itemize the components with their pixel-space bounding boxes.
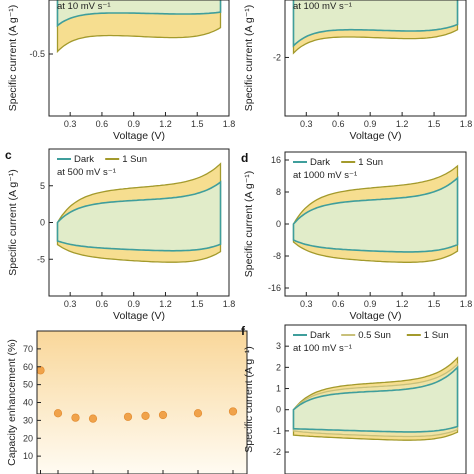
enhancement-point [158, 410, 168, 420]
plot-frame-a [48, 0, 230, 117]
x-tick-label: 1.2 [396, 119, 409, 129]
y-tick-label: 70 [23, 344, 33, 354]
y-tick-label: 3 [276, 341, 281, 351]
x-tick-label: 0.6 [332, 299, 345, 309]
y-tick-label: -1 [273, 426, 281, 436]
cv-loop-dark [292, 365, 459, 433]
x-tick-label: 0.9 [127, 299, 140, 309]
x-tick-label: 0.9 [364, 119, 377, 129]
x-tick-label: 1.5 [428, 119, 441, 129]
enhancement-point [53, 409, 63, 418]
cv-loop-dark [56, 180, 222, 252]
enhancement-point [141, 411, 150, 421]
cv-loop-dark [292, 0, 459, 48]
scan-rate-annotation: at 500 mV s⁻¹ [57, 167, 116, 178]
x-tick-label: 1.8 [460, 119, 473, 129]
x-tick-label: 0.6 [96, 119, 109, 129]
cv-curves-c [56, 162, 222, 263]
y-tick-label: 1 [276, 384, 281, 394]
enhancement-point [228, 407, 238, 416]
panel-label: f [241, 324, 246, 338]
legend-entry: 1 Sun [358, 157, 383, 168]
y-axis-label: Specific current (A g⁻¹) [7, 5, 19, 112]
y-axis-label: Specific current (A g⁻¹) [243, 346, 255, 453]
y-axis-label: Capacity enhancement (%) [6, 339, 18, 466]
y-axis-label: Specific current (A g⁻¹) [243, 171, 255, 278]
legend-entry: Dark [74, 154, 94, 165]
cv-loop-dark [292, 176, 459, 253]
x-tick-label: 0.3 [300, 299, 313, 309]
enhancement-point [123, 412, 133, 421]
x-axis-label: Voltage (V) [113, 310, 165, 322]
y-tick-label: 0 [40, 218, 45, 228]
x-tick-label: 0.3 [64, 119, 77, 129]
scan-rate-annotation: at 100 mV s⁻¹ [293, 343, 352, 354]
legend-entry: 1 Sun [424, 330, 449, 341]
legend-entry: 0.5 Sun [358, 330, 391, 341]
y-tick-label: 30 [23, 415, 33, 425]
x-tick-label: 0.9 [364, 299, 377, 309]
x-tick-label: 0.6 [332, 119, 345, 129]
x-tick-label: 1.2 [396, 299, 409, 309]
scan-rate-annotation: at 1000 mV s⁻¹ [293, 170, 357, 181]
y-tick-label: -0.5 [29, 49, 45, 59]
plot-frame-f [284, 324, 467, 474]
cv-curves-b [292, 0, 459, 55]
y-tick-label: 40 [23, 398, 33, 408]
x-tick-label: 1.2 [159, 119, 172, 129]
y-tick-label: -16 [268, 283, 281, 293]
x-axis-label: Voltage (V) [350, 130, 402, 142]
y-tick-label: 2 [276, 362, 281, 372]
x-axis-label: Voltage (V) [350, 310, 402, 322]
x-tick-label: 1.5 [191, 299, 204, 309]
x-tick-label: 0.3 [64, 299, 77, 309]
x-tick-label: 0.6 [96, 299, 109, 309]
y-axis-label: Specific current (A g⁻¹) [7, 169, 19, 276]
y-tick-label: 10 [23, 451, 33, 461]
x-tick-label: 0.3 [300, 119, 313, 129]
x-tick-label: 0.9 [127, 119, 140, 129]
y-tick-label: 8 [276, 187, 281, 197]
y-tick-label: -8 [273, 251, 281, 261]
x-tick-label: 1.8 [223, 119, 236, 129]
y-tick-label: -5 [37, 254, 45, 264]
x-tick-label: 1.5 [428, 299, 441, 309]
panel-label: c [5, 148, 12, 162]
legend-entry: 1 Sun [122, 154, 147, 165]
y-tick-label: 0 [276, 219, 281, 229]
enhancement-point [193, 409, 203, 418]
x-tick-label: 1.2 [159, 299, 172, 309]
panel-label: d [241, 151, 248, 165]
cv-curves-d [292, 164, 459, 263]
x-axis-label: Voltage (V) [113, 130, 165, 142]
plot-frame-b [284, 0, 467, 117]
cv-loop-dark [56, 0, 222, 28]
enhancement-point [36, 366, 45, 375]
enhancement-background [37, 331, 247, 474]
enhancement-point [71, 413, 80, 422]
y-tick-label: 0 [276, 405, 281, 415]
y-tick-label: -2 [273, 447, 281, 457]
scan-rate-annotation: at 10 mV s⁻¹ [57, 1, 111, 12]
x-tick-label: 1.5 [191, 119, 204, 129]
y-tick-label: -2 [273, 52, 281, 62]
y-tick-label: 20 [23, 433, 33, 443]
y-tick-label: 16 [271, 155, 281, 165]
scan-rate-annotation: at 100 mV s⁻¹ [293, 1, 352, 12]
y-tick-label: 60 [23, 362, 33, 372]
cv-curves-f [292, 356, 459, 441]
y-axis-label: Specific current (A g⁻¹) [243, 5, 255, 112]
y-tick-label: 5 [40, 181, 45, 191]
enhancement-point [88, 414, 98, 423]
x-tick-label: 1.8 [223, 299, 236, 309]
legend-entry: Dark [310, 330, 330, 341]
legend-entry: Dark [310, 157, 330, 168]
y-tick-label: 50 [23, 380, 33, 390]
cv-curves-a [56, 0, 222, 54]
x-tick-label: 1.8 [460, 299, 473, 309]
